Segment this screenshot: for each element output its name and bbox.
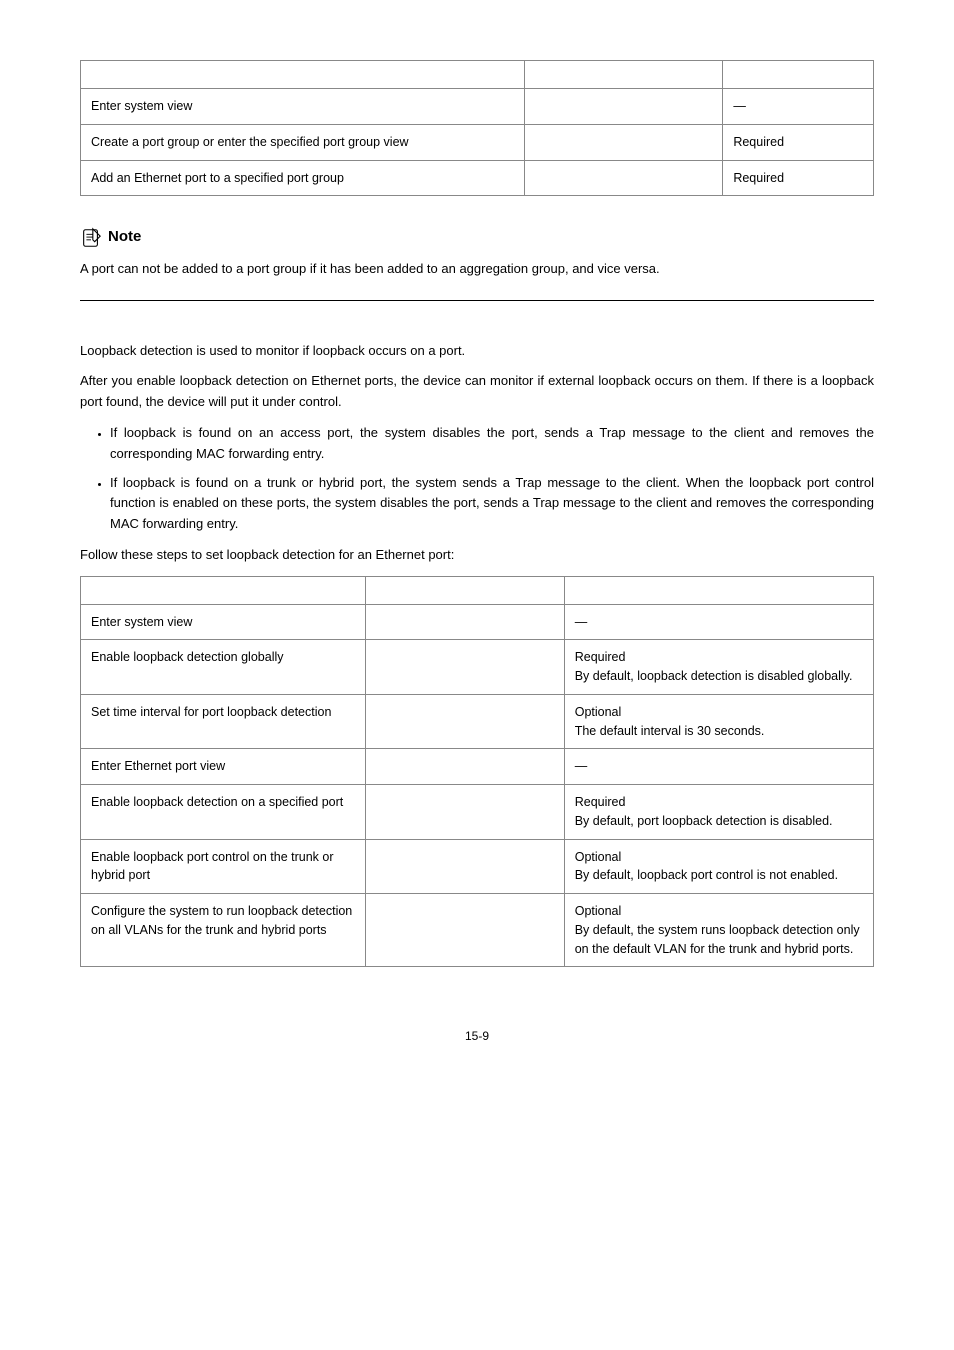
list-item: If loopback is found on a trunk or hybri…	[110, 473, 874, 535]
paragraph: After you enable loopback detection on E…	[80, 371, 874, 413]
table-row: Enter system view —	[81, 604, 874, 640]
list-item: If loopback is found on an access port, …	[110, 423, 874, 465]
op-cell: Set time interval for port loopback dete…	[81, 694, 366, 749]
table-row: Enable loopback detection on a specified…	[81, 785, 874, 840]
bullet-list: If loopback is found on an access port, …	[80, 423, 874, 535]
page-number: 15-9	[80, 1027, 874, 1045]
desc-cell: —	[564, 749, 873, 785]
note-block: Note A port can not be added to a port g…	[80, 226, 874, 279]
note-text: A port can not be added to a port group …	[80, 259, 874, 280]
loopback-table: Enter system view — Enable loopback dete…	[80, 576, 874, 968]
desc-cell: —	[564, 604, 873, 640]
note-heading: Note	[80, 226, 874, 249]
paragraph: Loopback detection is used to monitor if…	[80, 341, 874, 362]
divider	[80, 300, 874, 301]
desc-cell: Required By default, loopback detection …	[564, 640, 873, 695]
note-label-text: Note	[108, 226, 141, 249]
desc-cell: Required By default, port loopback detec…	[564, 785, 873, 840]
table-row: Enable loopback detection globally Requi…	[81, 640, 874, 695]
table-row: Add an Ethernet port to a specified port…	[81, 160, 874, 196]
desc-cell: Required	[723, 124, 874, 160]
op-cell: Create a port group or enter the specifi…	[81, 124, 525, 160]
table-row: Enter Ethernet port view —	[81, 749, 874, 785]
desc-cell: Required	[723, 160, 874, 196]
table-header-row	[81, 576, 874, 604]
table-row: Create a port group or enter the specifi…	[81, 124, 874, 160]
table-header-row	[81, 61, 874, 89]
desc-cell: —	[723, 89, 874, 125]
op-cell: Enter Ethernet port view	[81, 749, 366, 785]
note-icon	[80, 227, 102, 249]
desc-cell: Optional The default interval is 30 seco…	[564, 694, 873, 749]
table-row: Set time interval for port loopback dete…	[81, 694, 874, 749]
table-row: Configure the system to run loopback det…	[81, 894, 874, 967]
desc-cell: Optional By default, loopback port contr…	[564, 839, 873, 894]
op-cell: Enable loopback detection on a specified…	[81, 785, 366, 840]
op-cell: Enter system view	[81, 89, 525, 125]
desc-cell: Optional By default, the system runs loo…	[564, 894, 873, 967]
port-group-table: Enter system view — Create a port group …	[80, 60, 874, 196]
op-cell: Enable loopback port control on the trun…	[81, 839, 366, 894]
table-row: Enable loopback port control on the trun…	[81, 839, 874, 894]
table-row: Enter system view —	[81, 89, 874, 125]
op-cell: Enter system view	[81, 604, 366, 640]
op-cell: Configure the system to run loopback det…	[81, 894, 366, 967]
paragraph: Follow these steps to set loopback detec…	[80, 545, 874, 566]
op-cell: Add an Ethernet port to a specified port…	[81, 160, 525, 196]
op-cell: Enable loopback detection globally	[81, 640, 366, 695]
